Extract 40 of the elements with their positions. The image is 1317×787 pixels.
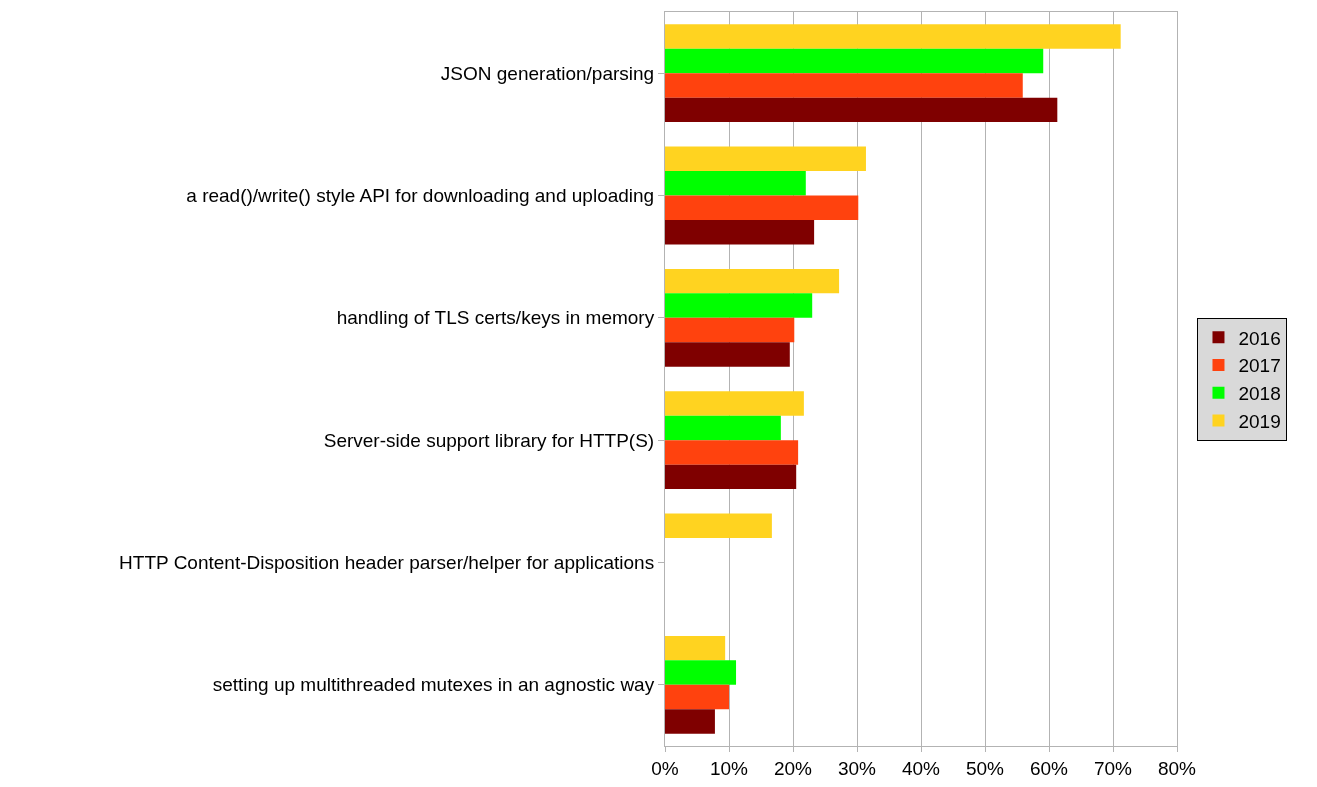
- bar: [665, 464, 797, 490]
- bar: [665, 73, 1023, 98]
- bar: [665, 440, 799, 465]
- legend-label: 2019: [1238, 410, 1281, 432]
- bar: [665, 709, 715, 734]
- bar: [665, 268, 840, 294]
- bar: [665, 513, 772, 539]
- bar: [665, 219, 815, 245]
- bar: [665, 317, 795, 343]
- bar: [665, 660, 737, 685]
- bar: [665, 391, 804, 416]
- y-tick-label: HTTP Content-Disposition header parser/helper for applications: [119, 552, 655, 574]
- bar: [665, 146, 866, 172]
- x-tick-label: 40%: [901, 757, 941, 779]
- y-tick-label: setting up multithreaded mutexes in an agnostic way: [212, 674, 655, 696]
- legend-label: 2017: [1238, 355, 1281, 377]
- y-tick-label: Server-side support library for HTTP(S): [323, 429, 655, 451]
- legend-label: 2016: [1238, 327, 1281, 349]
- bar: [665, 342, 790, 367]
- x-tick-label: 20%: [773, 757, 813, 779]
- bar: [665, 48, 1044, 74]
- legend-label: 2018: [1238, 383, 1281, 405]
- y-tick-label: handling of TLS certs/keys in memory: [336, 307, 655, 329]
- bar: [665, 171, 806, 196]
- bar: [665, 415, 781, 441]
- x-tick-label: 0%: [651, 757, 679, 779]
- y-tick-label: a read()/write() style API for downloading and uploading: [186, 185, 655, 207]
- x-tick-label: 10%: [709, 757, 749, 779]
- bar: [665, 97, 1058, 123]
- x-tick-label: 30%: [837, 757, 877, 779]
- bar: [665, 24, 1121, 49]
- x-tick-label: 80%: [1157, 757, 1197, 779]
- y-tick-label: JSON generation/parsing: [440, 62, 655, 84]
- bar: [665, 293, 813, 318]
- bar: [665, 635, 726, 661]
- x-tick-label: 70%: [1093, 757, 1133, 779]
- bar: [665, 684, 729, 710]
- x-tick-label: 60%: [1029, 757, 1069, 779]
- x-tick-label: 50%: [965, 757, 1005, 779]
- bar: [665, 195, 859, 220]
